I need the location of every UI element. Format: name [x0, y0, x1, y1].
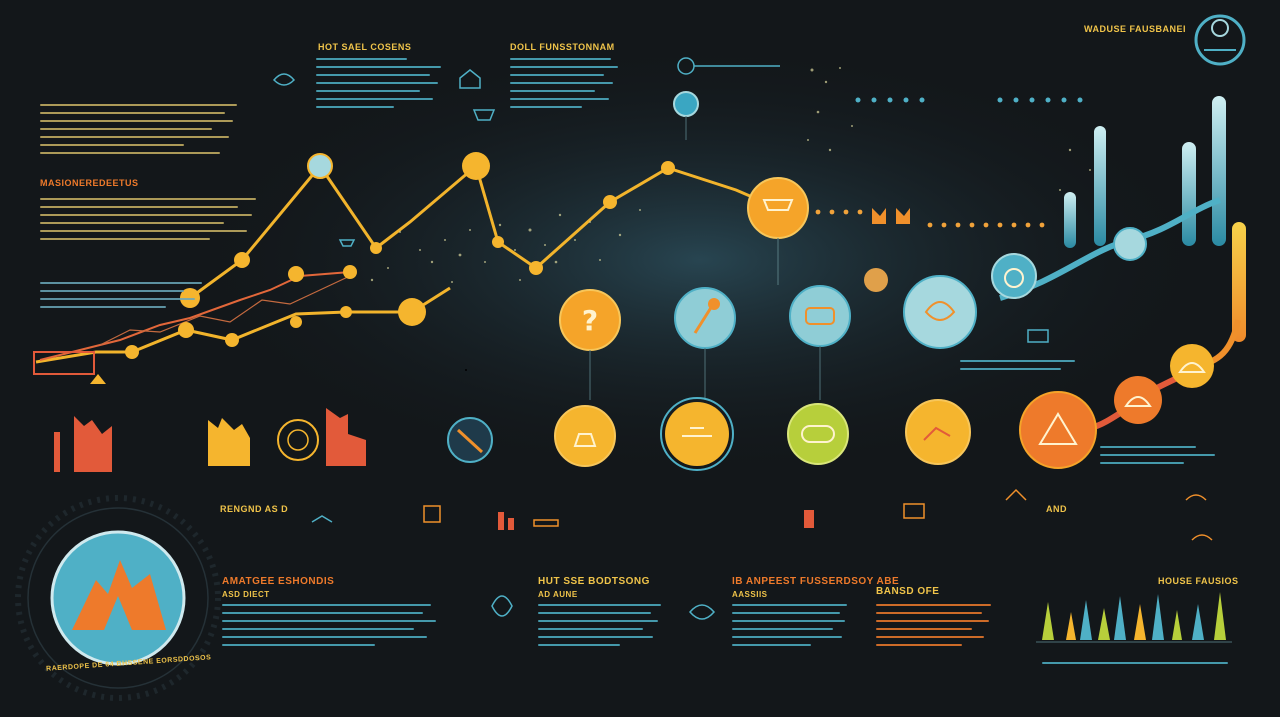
label-bottom-col2-sub: AD AUNE: [538, 590, 578, 599]
label-bottom-col1-sub: ASD DIECT: [222, 590, 270, 599]
label-mid-cap-1: RENGND AS D: [220, 504, 289, 514]
label-left-section: MASIONEREDEETUS: [40, 178, 139, 188]
label-bottom-col3: IB ANPEEST FUSSERDSOY ABE: [732, 576, 900, 587]
paragraph-block-top-mid2: [510, 58, 622, 114]
label-mid-cap-2: AND: [1046, 504, 1067, 514]
caption-lines-right: [1100, 446, 1220, 470]
paragraph-block-bottom-1: [222, 604, 440, 652]
paragraph-block-bottom-3: [732, 604, 852, 652]
lower-row-nodes: [554, 344, 1214, 471]
label-bottom-col2: HUT SSE BODTSONG: [538, 576, 650, 587]
caption-lines-right-mid: [960, 360, 1080, 376]
label-top-mid-right: DOLL FUNSSTONNAM: [510, 42, 615, 52]
label-top-right: WADUSE FAUSBANEI: [1084, 24, 1187, 34]
label-bottom-col3-sub: AASSIIS: [732, 590, 768, 599]
label-bottom-col4: BANSD OFE: [876, 586, 940, 597]
pipes-group: [999, 96, 1246, 431]
svg-text:?: ?: [582, 304, 598, 337]
paragraph-block-bottom-2: [538, 604, 666, 652]
label-bottom-right: HOUSE FAUSIOS: [1158, 576, 1239, 586]
trend-line-orange: [39, 271, 351, 361]
label-top-mid-left: HOT SAEL COSENS: [318, 42, 412, 52]
mid-row-nodes: ?: [559, 253, 1037, 400]
paragraph-block-top-left: [40, 104, 245, 160]
caption-lines-spike: [1042, 662, 1232, 670]
paragraph-block-left: [40, 198, 270, 246]
spike-chart: [1036, 592, 1232, 643]
trend-line-thin: [99, 274, 353, 346]
left-bar-icons: [33, 208, 910, 472]
label-bottom-col1: AMATGEE ESHONDIS: [222, 576, 335, 587]
trend-line-main: [189, 163, 779, 300]
paragraph-block-bottom-4: [876, 604, 996, 652]
mountain-gauge: [15, 495, 221, 701]
paragraph-block-left-blue: [40, 282, 220, 314]
paragraph-block-top-mid: [316, 58, 446, 114]
